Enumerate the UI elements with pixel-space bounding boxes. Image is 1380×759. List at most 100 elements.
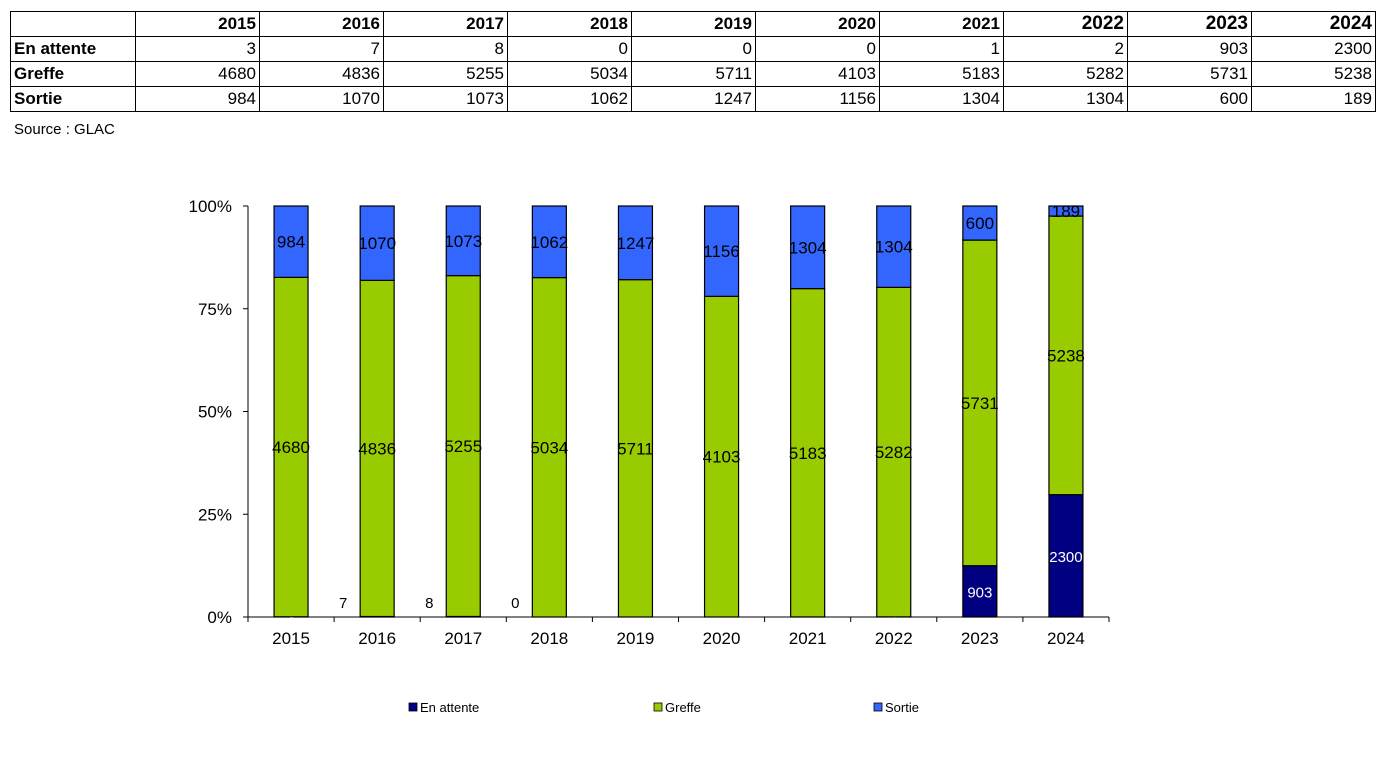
legend-label: En attente bbox=[420, 700, 479, 715]
bar-segment bbox=[445, 205, 481, 277]
x-tick-label: 2018 bbox=[530, 629, 568, 648]
x-tick-label: 2024 bbox=[1047, 629, 1085, 648]
table-cell: 1070 bbox=[259, 86, 384, 112]
x-tick-label: 2017 bbox=[444, 629, 482, 648]
table-cell: 600 bbox=[1127, 86, 1252, 112]
data-label: 0 bbox=[631, 610, 639, 627]
data-label: 0 bbox=[717, 610, 725, 627]
bar-segment bbox=[703, 295, 740, 618]
table-cell: 2 bbox=[1003, 36, 1128, 62]
table-row-label: Sortie bbox=[10, 86, 136, 112]
data-label: 5034 bbox=[530, 438, 568, 457]
data-label: 1062 bbox=[530, 233, 568, 252]
table-cell: 1062 bbox=[507, 86, 632, 112]
table-cell: 8 bbox=[383, 36, 508, 62]
bar-segment bbox=[617, 205, 654, 281]
data-label: 600 bbox=[966, 214, 994, 233]
table-cell: 7 bbox=[259, 36, 384, 62]
data-label: 4103 bbox=[703, 448, 741, 467]
x-tick-label: 2023 bbox=[961, 629, 999, 648]
legend-label: Sortie bbox=[885, 700, 919, 715]
data-label: 984 bbox=[277, 233, 305, 252]
bar-segment bbox=[1048, 205, 1084, 217]
data-label: 5711 bbox=[617, 439, 654, 458]
data-label: 1304 bbox=[875, 238, 913, 257]
data-label: 2300 bbox=[1049, 549, 1082, 566]
table-cell: 0 bbox=[755, 36, 880, 62]
bar-segment bbox=[1048, 494, 1084, 618]
x-tick-label: 2022 bbox=[875, 629, 913, 648]
bar-segment bbox=[962, 205, 998, 241]
x-tick-label: 2020 bbox=[703, 629, 741, 648]
y-tick-label: 75% bbox=[198, 300, 232, 319]
data-label: 1073 bbox=[444, 232, 482, 251]
table-header-year: 2024 bbox=[1251, 11, 1376, 37]
bar-segment bbox=[359, 205, 395, 281]
table-row: Greffe 4680 4836 5255 5034 5711 4103 5183 5282 57… bbox=[10, 61, 1376, 87]
table-cell: 1073 bbox=[383, 86, 508, 112]
data-label: 4680 bbox=[272, 438, 310, 457]
table-cell: 984 bbox=[135, 86, 260, 112]
data-table: 2015 2016 2017 2018 2019 2020 2021 2022 2023 2024… bbox=[10, 11, 1376, 112]
y-tick-label: 50% bbox=[198, 403, 232, 422]
data-label: 2 bbox=[890, 610, 898, 627]
bar-segment bbox=[962, 239, 998, 567]
bar-segment bbox=[273, 205, 309, 278]
table-header-row: 2015 2016 2017 2018 2019 2020 2021 2022 2023 2024 bbox=[10, 11, 1376, 37]
data-label: 189 bbox=[1052, 202, 1080, 221]
table-cell: 1156 bbox=[755, 86, 880, 112]
table-cell: 1304 bbox=[879, 86, 1004, 112]
data-label: 1304 bbox=[789, 238, 827, 257]
table-cell: 1304 bbox=[1003, 86, 1128, 112]
table-cell: 5711 bbox=[631, 61, 756, 87]
bar-segment bbox=[703, 205, 740, 297]
x-tick-label: 2016 bbox=[358, 629, 396, 648]
table-cell: 2300 bbox=[1251, 36, 1376, 62]
legend-swatch bbox=[408, 702, 418, 712]
data-label: 7 bbox=[339, 595, 347, 612]
table-cell: 5238 bbox=[1251, 61, 1376, 87]
bar-segment bbox=[273, 276, 309, 618]
table-row: En attente 3 7 8 0 0 0 1 2 903 2300 bbox=[10, 36, 1376, 62]
data-label: 5282 bbox=[875, 443, 913, 462]
bar-segment bbox=[962, 565, 998, 618]
data-label: 5238 bbox=[1047, 346, 1085, 365]
data-label: 1156 bbox=[703, 242, 740, 261]
legend-swatch bbox=[873, 702, 883, 712]
bar-segment bbox=[531, 205, 567, 279]
bar-segment bbox=[790, 288, 826, 618]
table-cell: 0 bbox=[507, 36, 632, 62]
data-label: 4836 bbox=[358, 439, 396, 458]
y-tick-label: 100% bbox=[189, 197, 232, 216]
table-row-label: Greffe bbox=[10, 61, 136, 87]
data-label: 8 bbox=[425, 595, 433, 612]
bar-segment bbox=[1048, 215, 1084, 496]
bar-segment bbox=[445, 275, 481, 618]
data-label: 5731 bbox=[961, 394, 999, 413]
data-label: 1247 bbox=[617, 234, 655, 253]
table-cell: 5034 bbox=[507, 61, 632, 87]
x-tick-label: 2015 bbox=[272, 629, 310, 648]
data-label: 5183 bbox=[789, 444, 827, 463]
x-tick-label: 2019 bbox=[617, 629, 655, 648]
data-label: 1070 bbox=[358, 234, 396, 253]
data-label: 3 bbox=[287, 610, 295, 627]
data-label: 5255 bbox=[444, 437, 482, 456]
data-label: 1 bbox=[803, 610, 811, 627]
legend-label: Greffe bbox=[665, 700, 701, 715]
table-header-year: 2023 bbox=[1127, 11, 1252, 37]
y-tick-label: 0% bbox=[207, 608, 232, 627]
table-row-label: En attente bbox=[10, 36, 136, 62]
table-header-year: 2017 bbox=[383, 11, 508, 37]
table-header-year: 2020 bbox=[755, 11, 880, 37]
table-cell: 1247 bbox=[631, 86, 756, 112]
bar-segment bbox=[531, 277, 567, 618]
table-cell: 189 bbox=[1251, 86, 1376, 112]
bar-segment bbox=[876, 205, 912, 288]
legend-swatch bbox=[653, 702, 663, 712]
source-note: Source : GLAC bbox=[14, 121, 115, 138]
data-label: 903 bbox=[967, 584, 992, 601]
x-tick-label: 2021 bbox=[789, 629, 827, 648]
bar-segment bbox=[617, 279, 654, 618]
